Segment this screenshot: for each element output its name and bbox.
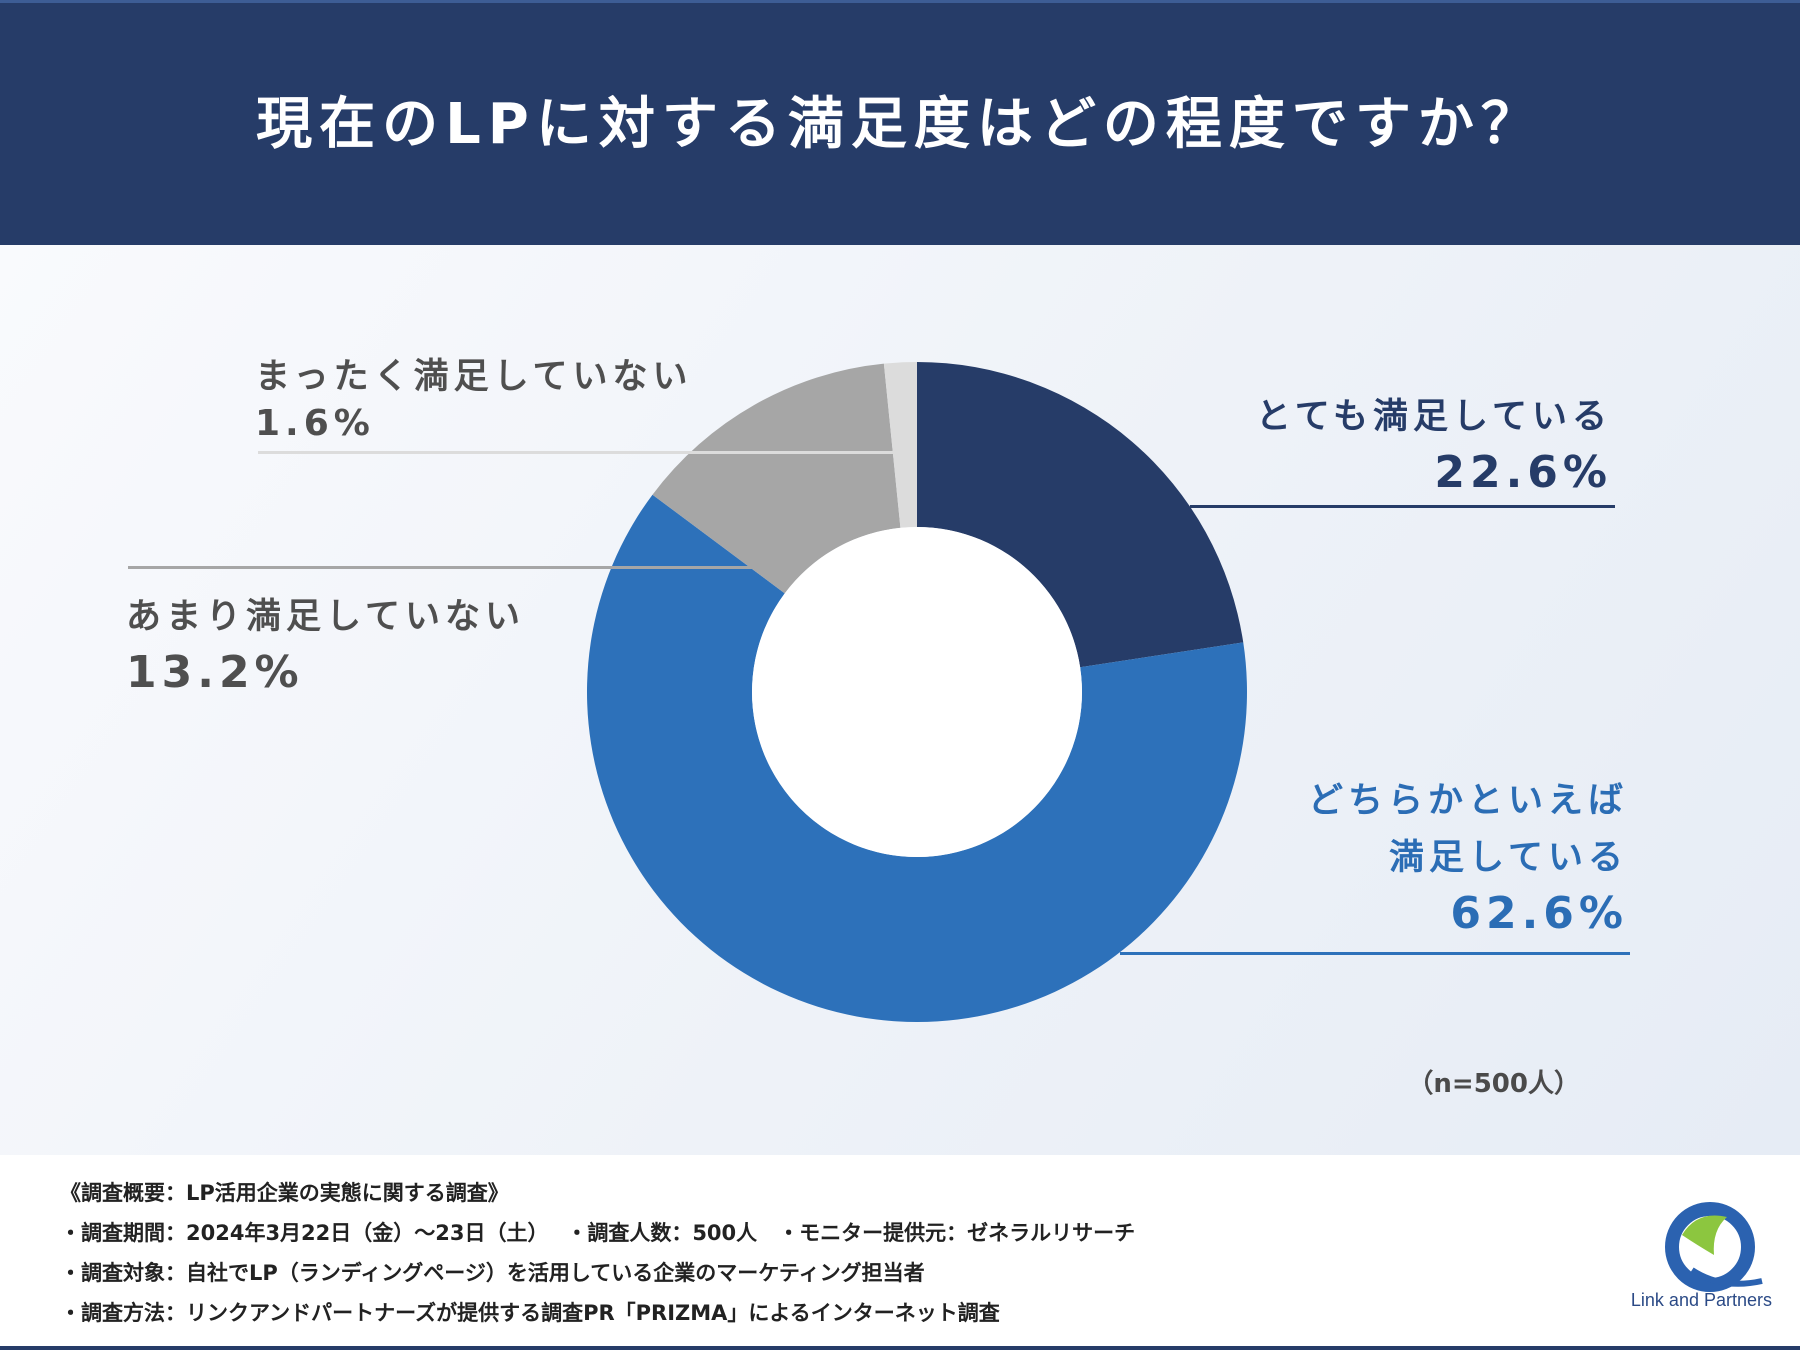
survey-footer: 《調査概要：LP活用企業の実態に関する調査》 ・調査期間：2024年3月22日（… (0, 1155, 1800, 1350)
company-logo-icon (1665, 1202, 1763, 1292)
slice-somewhat-satisfied (586, 494, 1247, 1022)
survey-overview: 《調査概要：LP活用企業の実態に関する調査》 (60, 1181, 509, 1205)
leader-somewhat (1120, 952, 1630, 955)
slice-not-at-all-satisfied (883, 362, 917, 528)
survey-target: ・調査対象：自社でLP（ランディングページ）を活用している企業のマーケティング担… (60, 1261, 925, 1285)
donut-chart (586, 362, 1247, 1022)
donut-hole (752, 527, 1082, 857)
label-somewhat-value: 62.6% (1450, 888, 1628, 939)
slice-very-satisfied (917, 362, 1244, 668)
label-very-satisfied: とても満足している 22.6% (1256, 388, 1612, 498)
label-somewhat-line1: どちらかといえば (1307, 781, 1628, 821)
survey-method: ・調査方法：リンクアンドパートナーズが提供する調査PR「PRIZMA」によるイン… (60, 1301, 1000, 1325)
label-not-very-satisfied: あまり満足していない 13.2% (126, 588, 525, 698)
label-notatall-name: まったく満足していない (255, 357, 693, 397)
label-notvery-name: あまり満足していない (126, 597, 525, 637)
label-notvery-value: 13.2% (126, 647, 304, 698)
leader-notvery (128, 566, 768, 569)
label-not-at-all-satisfied: まったく満足していない 1.6% (255, 348, 693, 444)
chart-title: 現在のLPに対する満足度はどの程度ですか？ (256, 91, 1544, 157)
bottom-bar (0, 1346, 1800, 1350)
label-somewhat-satisfied: どちらかといえば 満足している 62.6% (1308, 772, 1628, 939)
sample-size-note: （n=500人） (1407, 1069, 1580, 1099)
label-notatall-value: 1.6% (255, 403, 375, 444)
company-logo-text: Link and Partners (1630, 1290, 1772, 1310)
survey-period: ・調査期間：2024年3月22日（金）〜23日（土） ・調査人数：500人 ・モ… (60, 1221, 1136, 1245)
leader-very (1190, 505, 1615, 508)
label-very-name: とても満足している (1255, 397, 1612, 437)
header-banner: 現在のLPに対する満足度はどの程度ですか？ (0, 0, 1800, 245)
leader-notatall (258, 451, 898, 454)
slice-not-very-satisfied (652, 363, 901, 594)
label-somewhat-line2: 満足している (1389, 838, 1628, 878)
label-very-value: 22.6% (1434, 447, 1612, 498)
